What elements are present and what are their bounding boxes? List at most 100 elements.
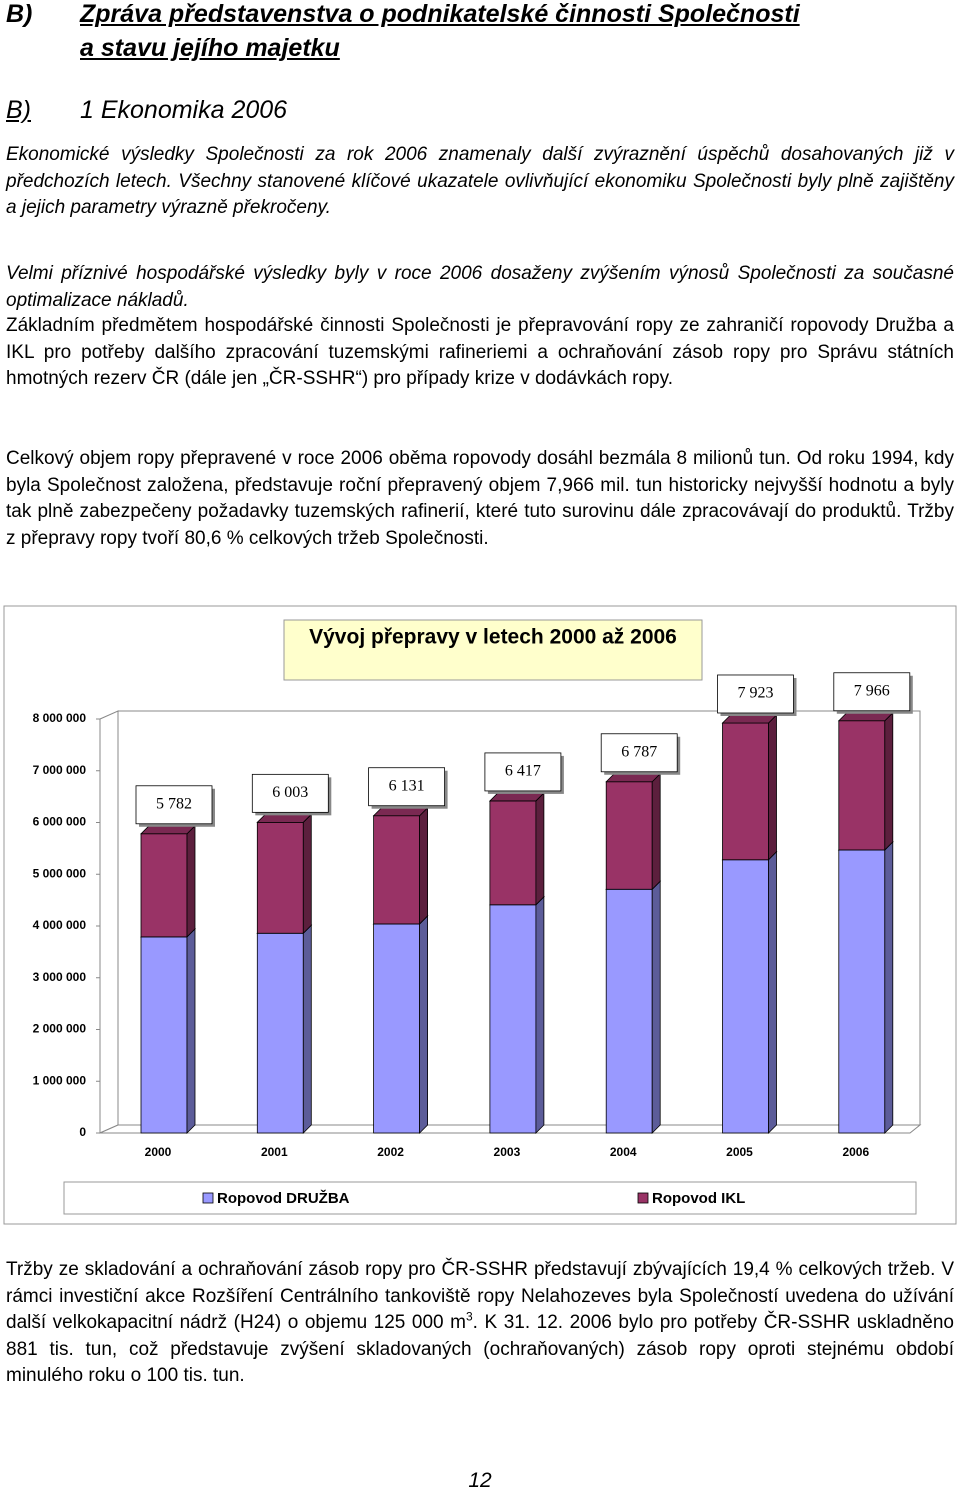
subheading: B) 1 Ekonomika 2006 <box>6 93 330 127</box>
legend-swatch <box>637 1192 649 1204</box>
bar-side <box>884 840 894 1134</box>
x-tick-label: 2002 <box>377 1145 404 1159</box>
paragraph: Základním předmětem hospodářské činnosti… <box>6 315 954 389</box>
bar-front <box>373 923 421 1134</box>
y-tick-label: 5 000 000 <box>33 866 87 880</box>
bar-top <box>372 807 429 817</box>
bar-front <box>722 859 769 1134</box>
paragraph-text: . K 31. 12. 2006 bylo pro potřeby ČR-SSH… <box>6 1312 954 1386</box>
bar-segment <box>256 813 313 935</box>
bar-side <box>302 813 312 935</box>
value-label: 5 782 <box>156 795 192 812</box>
bar-segment <box>837 711 894 851</box>
value-label: 7 923 <box>738 685 774 702</box>
value-label-box <box>135 785 213 825</box>
bar-segment <box>721 850 778 1134</box>
title-line: Zpráva představenstva o podnikatelské či… <box>80 0 800 28</box>
chart: Vývoj přepravy v letech 2000 až 2006 0 1 … <box>3 605 957 1225</box>
value-label-box <box>484 752 562 792</box>
legend-label: Ropovod IKL <box>652 1190 745 1207</box>
bar-segment <box>488 791 545 906</box>
y-tick-label: 1 000 000 <box>33 1073 87 1087</box>
bar-segment <box>605 880 662 1134</box>
bar-segment <box>488 895 545 1134</box>
bar-front <box>722 722 769 861</box>
legend-box <box>63 1181 917 1215</box>
bar-segment <box>721 714 778 861</box>
bar-front <box>256 821 304 934</box>
value-label: 6 417 <box>505 763 541 780</box>
x-tick-label: 2004 <box>610 1145 637 1159</box>
bar-side <box>302 924 312 1134</box>
bar-side <box>768 714 777 861</box>
bar-side <box>884 711 894 851</box>
bar-side <box>186 927 196 1134</box>
value-label-box <box>251 773 329 813</box>
paragraph: Ekonomické výsledky Společnosti za rok 2… <box>6 144 954 218</box>
bar-side <box>535 791 545 906</box>
bar-front <box>140 833 188 938</box>
bar-segment <box>140 927 196 1134</box>
y-tick-label: 2 000 000 <box>33 1022 87 1036</box>
bar-front <box>489 800 537 906</box>
value-label-box <box>833 672 911 712</box>
bar-top <box>256 813 313 823</box>
y-tick-label: 6 000 000 <box>33 815 87 829</box>
paragraph: Tržby ze skladování a ochraňování zásob … <box>6 1257 954 1390</box>
chart-title: Vývoj přepravy v letech 2000 až 2006 <box>309 626 677 649</box>
x-tick-label: 2000 <box>145 1145 172 1159</box>
y-tick-label: 0 <box>79 1125 86 1139</box>
value-label: 6 131 <box>389 777 425 794</box>
x-tick-label: 2003 <box>494 1145 521 1159</box>
bar-front <box>838 849 886 1134</box>
x-tick-label: 2001 <box>261 1145 288 1159</box>
bar-segment <box>140 824 196 938</box>
bar-side <box>186 824 196 938</box>
title-line: a stavu jejího majetku <box>80 34 340 62</box>
y-tick-label: 8 000 000 <box>33 711 87 725</box>
section-label: B) <box>6 0 33 28</box>
value-label-box <box>600 733 678 773</box>
bar-segment <box>372 914 429 1134</box>
legend-swatch <box>202 1192 214 1204</box>
value-label-box <box>368 767 446 807</box>
y-tick-label: 4 000 000 <box>33 918 87 932</box>
value-label: 6 787 <box>621 743 657 760</box>
bar-front <box>838 720 886 851</box>
value-label-box <box>717 674 794 714</box>
bar-front <box>605 781 653 890</box>
bar-top <box>837 712 894 722</box>
y-tick-label: 3 000 000 <box>33 970 87 984</box>
bar-side <box>535 895 545 1134</box>
superscript: 3 <box>465 1309 473 1324</box>
bar-segment <box>372 806 429 925</box>
paragraph: Celkový objem ropy přepravené v roce 200… <box>6 448 954 549</box>
page-number: 12 <box>468 1469 492 1492</box>
bar-side <box>768 850 777 1134</box>
bar-segment <box>605 772 662 891</box>
y-tick-label: 7 000 000 <box>33 763 87 777</box>
bar-front <box>373 815 421 925</box>
x-tick-label: 2005 <box>726 1145 753 1159</box>
x-tick-label: 2006 <box>842 1145 869 1159</box>
bar-top <box>140 825 196 835</box>
bar-top <box>488 792 545 802</box>
bar-front <box>140 936 188 1134</box>
bar-side <box>651 772 661 891</box>
bar-side <box>419 806 429 925</box>
bar-front <box>256 932 304 1134</box>
left-wall <box>99 710 119 1134</box>
paragraph: Velmi příznivé hospodářské výsledky byly… <box>6 263 954 311</box>
bar-side <box>419 914 429 1134</box>
bar-front <box>605 888 653 1134</box>
value-label: 7 966 <box>854 682 890 699</box>
subheading-text: 1 Ekonomika 2006 <box>80 96 288 124</box>
chart-title-box <box>283 619 703 681</box>
bar-side <box>651 880 661 1134</box>
value-label: 6 003 <box>272 784 308 801</box>
bar-segment <box>837 840 894 1134</box>
paragraph-text: Tržby ze skladování a ochraňování zásob … <box>6 1259 954 1333</box>
subheading-label: B) <box>6 96 31 124</box>
bar-top <box>721 714 778 724</box>
